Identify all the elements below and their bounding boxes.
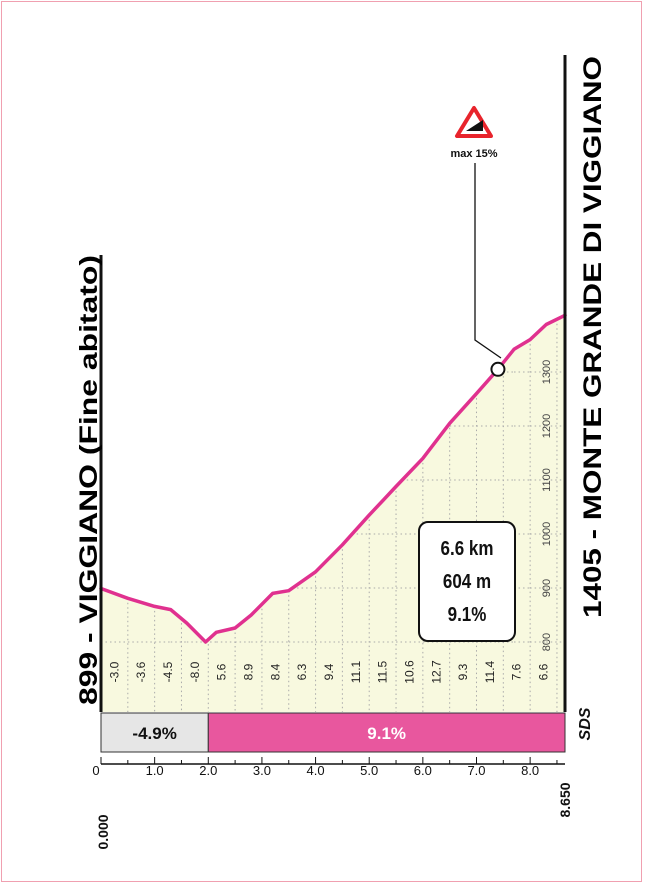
gradient-band-label: -4.9%	[132, 724, 176, 743]
segment-gradient-label: 8.9	[242, 663, 256, 680]
x-tick-label: 2.0	[199, 763, 217, 778]
segment-gradient-label: 8.4	[268, 663, 282, 680]
climb-summary-box: 6.6 km 604 m 9.1%	[418, 521, 516, 642]
sds-logo: SDS	[577, 707, 594, 740]
segment-gradient-label: 6.3	[295, 663, 309, 680]
profile-line	[99, 313, 567, 644]
x-tick-label: 6.0	[414, 763, 432, 778]
warning-icon	[455, 106, 493, 138]
warning-icon-slope	[466, 120, 483, 131]
segment-gradient-label: -3.0	[107, 661, 121, 682]
x-tick-label: 7.0	[467, 763, 485, 778]
x-tick-label: 5.0	[360, 763, 378, 778]
max-leader-line	[474, 163, 502, 359]
segment-gradient-labels: -3.0 -3.6 -4.5 -8.0 5.6 8.9 8.4 6.3 9.4 11.1 11.5 1…	[107, 660, 550, 684]
x-axis	[100, 757, 565, 765]
finish-title: 1405 - MONTE GRANDE DI VIGGIANO	[579, 56, 607, 618]
max-gradient-point	[490, 361, 506, 377]
x-tick-label: 4.0	[307, 763, 325, 778]
segment-gradient-label: 5.6	[215, 663, 229, 680]
x-tick-label: 1.0	[146, 763, 164, 778]
y-tick-label: 1200	[541, 414, 553, 438]
x-end-label: 8.650	[557, 782, 573, 817]
y-tick-label: 900	[541, 579, 553, 597]
segment-gradient-label: 9.4	[322, 663, 336, 680]
gradient-band	[207, 712, 566, 753]
segment-gradient-label: -8.0	[188, 661, 202, 682]
segment-gradient-label: 9.3	[456, 663, 470, 680]
y-tick-labels: 800 900 1000 1100 1200 1300	[541, 360, 553, 651]
x-tick-labels: 0 1.0 2.0 3.0 4.0 5.0 6.0 7.0 8.0	[92, 763, 539, 778]
segment-gradient-label: 12.7	[429, 660, 443, 684]
segment-gradient-label: 7.6	[510, 663, 524, 680]
summary-elevation: 604 m	[442, 571, 492, 593]
segment-gradient-label: 11.4	[483, 660, 497, 683]
y-tick-label: 1100	[541, 468, 553, 492]
x-start-label: 0.000	[95, 814, 111, 849]
gradient-bands: -4.9% 9.1%	[100, 712, 566, 753]
segment-gradient-label: 11.5	[376, 660, 390, 683]
y-tick-label: 1000	[541, 522, 553, 546]
x-tick-label: 0	[92, 763, 99, 778]
segment-gradient-label: -3.6	[134, 661, 148, 682]
segment-gradient-label: -4.5	[161, 661, 175, 682]
start-title: 899 - VIGGIANO (Fine abitato)	[75, 255, 103, 705]
y-tick-label: 1300	[541, 360, 553, 384]
segment-gradient-label: 10.6	[402, 660, 416, 684]
y-tick-label: 800	[541, 633, 553, 651]
x-tick-label: 8.0	[521, 763, 539, 778]
max-gradient-label: max 15%	[450, 148, 497, 160]
summary-gradient: 9.1%	[447, 604, 487, 626]
summary-distance: 6.6 km	[440, 538, 494, 560]
x-tick-label: 3.0	[253, 763, 271, 778]
segment-gradient-label: 11.1	[349, 660, 363, 683]
gradient-band-label: 9.1%	[367, 724, 406, 743]
gradient-band	[100, 712, 209, 753]
segment-gradient-label: 6.6	[537, 663, 551, 680]
max-gradient-marker: max 15%	[450, 106, 506, 377]
